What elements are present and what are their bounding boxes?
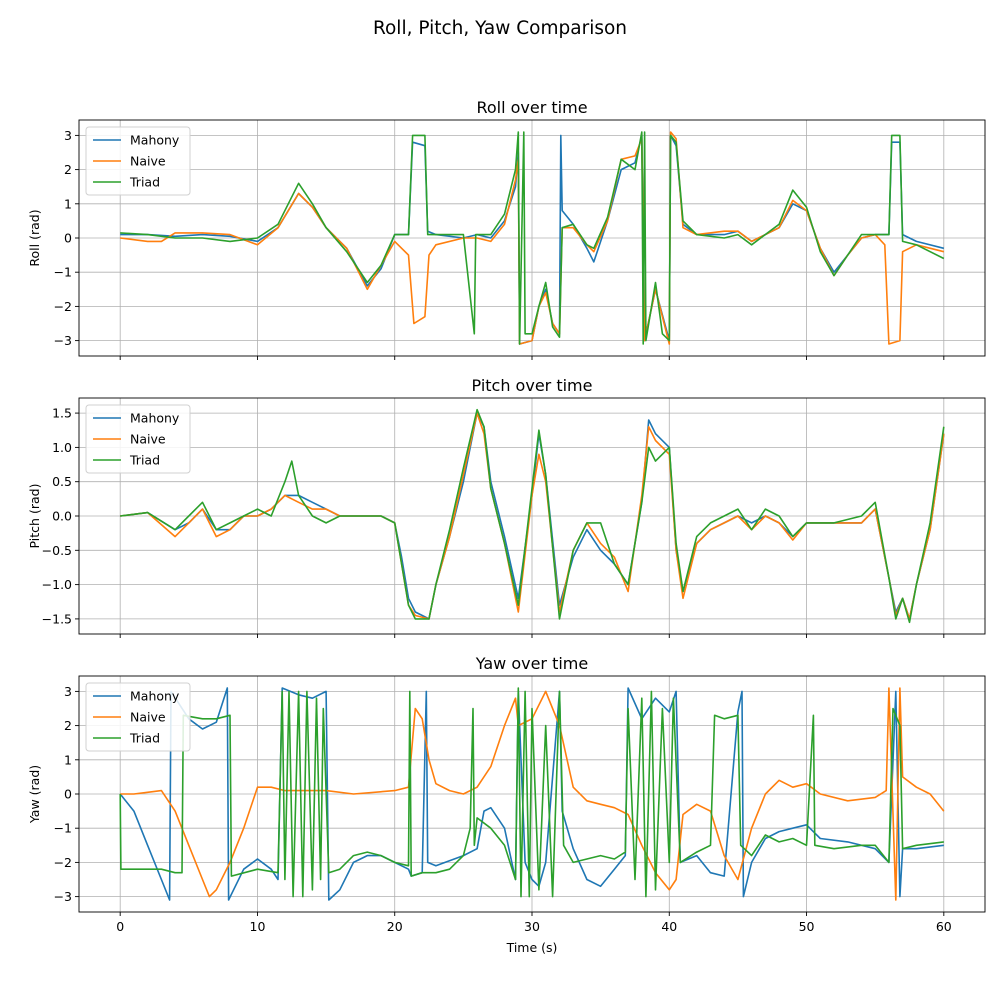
yaw-subplot: 0 10 20 30 40 50 60 −3 −2 −1 0 1 2 3 Yaw over time Yaw … <box>27 654 986 955</box>
chart-0-legend <box>85 126 191 196</box>
chart-1-ytick-label-6: 1.5 <box>52 406 72 421</box>
chart-1-series-naive-line <box>120 412 945 620</box>
chart-2-ytick-label-4: 1 <box>64 752 72 767</box>
chart-0-ytick-label-0: −3 <box>54 333 72 348</box>
chart-2-xtick-label-0: 0 <box>116 919 124 934</box>
chart-0-ytick-label-6: 3 <box>64 128 72 143</box>
chart-1-ytick-label-4: 0.5 <box>52 474 72 489</box>
chart-1-legend-label-mahony: Mahony <box>130 411 180 426</box>
chart-2-ytick-label-1: −2 <box>54 855 72 870</box>
chart-2-ytick-label-3: 0 <box>64 787 72 802</box>
chart-2-series-naive-line <box>120 687 945 901</box>
chart-1-ytick-label-2: −0.5 <box>42 543 72 558</box>
chart-1-ylabel: Pitch (rad) <box>27 484 42 549</box>
chart-1-ytick-label-5: 1.0 <box>52 440 72 455</box>
chart-0-ytick-label-3: 0 <box>64 231 72 246</box>
chart-2-legend-label-naive: Naive <box>130 710 166 725</box>
chart-1-title: Pitch over time <box>472 376 593 395</box>
pitch-subplot: −1.5 −1.0 −0.5 0.0 0.5 1.0 1.5 Pitch over time P… <box>27 376 986 638</box>
chart-1-series-triad-line <box>120 408 945 624</box>
chart-0-ytick-label-1: −2 <box>54 299 72 314</box>
chart-1-ytick-label-0: −1.5 <box>42 611 72 626</box>
chart-1-legend-label-triad: Triad <box>129 453 160 468</box>
chart-2-ytick-label-2: −1 <box>54 821 72 836</box>
chart-2-ylabel: Yaw (rad) <box>27 765 42 824</box>
chart-2-legend <box>85 682 191 752</box>
chart-1-legend <box>85 404 191 474</box>
chart-0-legend-label-naive: Naive <box>130 154 166 169</box>
figure-suptitle: Roll, Pitch, Yaw Comparison <box>373 18 627 39</box>
chart-0-ytick-label-5: 2 <box>64 162 72 177</box>
chart-1-legend-label-naive: Naive <box>130 432 166 447</box>
chart-2-xtick-label-1: 10 <box>250 919 266 934</box>
chart-2-ytick-label-5: 2 <box>64 718 72 733</box>
chart-1-ytick-label-1: −1.0 <box>42 577 72 592</box>
chart-2-ytick-label-6: 3 <box>64 684 72 699</box>
chart-0-series-triad-line <box>120 131 945 345</box>
chart-2-legend-label-mahony: Mahony <box>130 689 180 704</box>
chart-0-legend-label-triad: Triad <box>129 175 160 190</box>
chart-2-xtick-label-6: 60 <box>936 919 952 934</box>
chart-2-xtick-label-2: 20 <box>387 919 403 934</box>
chart-0-ylabel: Roll (rad) <box>27 209 42 266</box>
chart-2-xtick-label-5: 50 <box>799 919 815 934</box>
chart-0-ytick-label-4: 1 <box>64 196 72 211</box>
chart-2-xlabel: Time (s) <box>506 940 558 955</box>
chart-2-series-triad-line <box>119 687 944 898</box>
chart-2-ytick-label-0: −3 <box>54 889 72 904</box>
chart-2-xtick-label-3: 30 <box>524 919 540 934</box>
chart-0-ytick-label-2: −1 <box>54 265 72 280</box>
roll-subplot: −3 −2 −1 0 1 2 3 Roll over time Roll (rad) Mahony… <box>27 98 986 360</box>
chart-2-title: Yaw over time <box>475 654 588 673</box>
chart-1-ytick-label-3: 0.0 <box>52 509 72 524</box>
chart-0-title: Roll over time <box>476 98 587 117</box>
chart-2-xtick-label-4: 40 <box>661 919 677 934</box>
chart-2-legend-label-triad: Triad <box>129 731 160 746</box>
chart-0-legend-label-mahony: Mahony <box>130 133 180 148</box>
